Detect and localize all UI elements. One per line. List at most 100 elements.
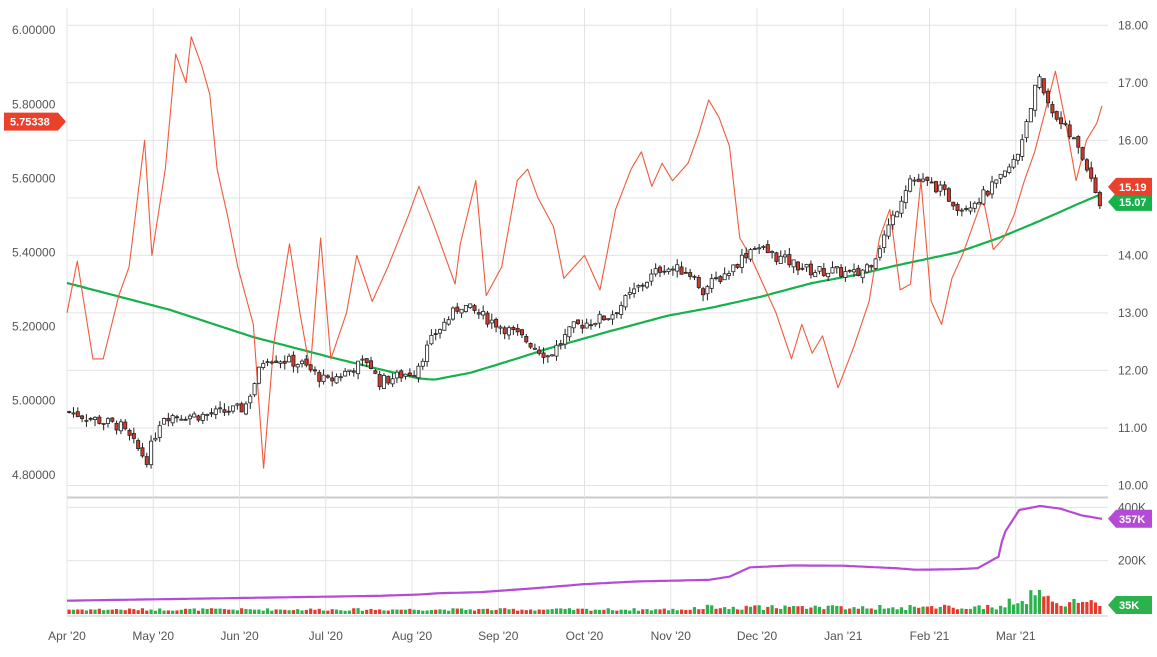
volume-bar [313, 609, 317, 614]
candle-body [778, 255, 783, 265]
candle-body [1041, 78, 1046, 94]
volume-bar [641, 609, 645, 614]
volume-bar [334, 609, 339, 614]
x-tick-label: Dec '20 [737, 629, 778, 643]
volume-bar [662, 608, 666, 614]
candle-body [325, 375, 330, 378]
candle-body [968, 207, 973, 212]
open-interest-path [66, 504, 1103, 602]
candle-body [472, 305, 477, 311]
volume-bar [1059, 605, 1063, 614]
candle-body [450, 307, 455, 320]
volume-bar [127, 608, 132, 614]
grid-lines [66, 8, 1108, 617]
volume-bar [80, 609, 84, 614]
volume-bar [912, 606, 917, 614]
volume-bar [710, 605, 714, 614]
candle-body [1093, 177, 1098, 194]
candle-body [696, 277, 701, 288]
candle-body [990, 181, 995, 195]
volume-bar [891, 607, 895, 614]
candle-body [640, 284, 645, 287]
candle-body [714, 277, 719, 280]
candle-body [1011, 158, 1016, 168]
volume-bar [447, 610, 451, 614]
volume-bar [287, 610, 291, 614]
candle-body [912, 179, 917, 182]
candle-body [140, 447, 145, 457]
candle-body [312, 369, 317, 372]
volume-bar [179, 609, 183, 614]
volume-bar [481, 608, 485, 614]
candle-body [882, 234, 887, 248]
volume-bar [619, 609, 623, 614]
volume-bar [76, 609, 80, 614]
volume-bar [455, 608, 459, 614]
candle-body [942, 184, 947, 190]
candle-body [601, 315, 606, 321]
candle-body [446, 319, 451, 325]
candle-body [433, 333, 438, 335]
candle-body [1050, 104, 1055, 114]
volume-bar [296, 609, 300, 614]
volume-bar [1085, 602, 1089, 614]
volume-bar [425, 610, 429, 614]
volume-bar [817, 606, 822, 614]
candle-body [718, 276, 723, 282]
volume-bar [416, 609, 421, 614]
candle-body [890, 214, 895, 226]
volume-bar [800, 606, 804, 614]
candle-body [438, 329, 443, 334]
ma-marker-shape [1108, 192, 1152, 211]
volume-bar [1011, 604, 1016, 614]
candle-body [852, 269, 857, 273]
volume-bar [671, 608, 675, 614]
volume-bar [330, 609, 334, 614]
candle-body [502, 327, 507, 335]
volume-bar [645, 609, 649, 614]
candle-body [645, 281, 650, 288]
volume-bar [813, 605, 817, 614]
x-tick-label: Nov '20 [651, 629, 692, 643]
volume-bar [835, 605, 839, 614]
candle-body [416, 365, 421, 379]
candle-body [213, 408, 218, 415]
volume-bar [136, 610, 140, 614]
volume-bar [1007, 598, 1011, 614]
volume-bar [352, 608, 356, 614]
y-left-tick-label: 5.20000 [12, 320, 56, 334]
volume-bar [408, 608, 412, 614]
volume-bar [244, 609, 248, 614]
volume-bar [886, 608, 891, 614]
candle-body [196, 415, 201, 421]
volume-bar [114, 609, 119, 614]
volume-bar [205, 609, 209, 614]
candle-body [757, 247, 762, 250]
volume-bar [723, 607, 727, 614]
x-tick-label: Oct '20 [566, 629, 604, 643]
volume-bar [770, 605, 774, 614]
volume-bar [533, 610, 537, 614]
volume-bar [955, 609, 960, 614]
volume-bar [132, 609, 136, 614]
candle-body [653, 268, 658, 275]
x-tick-label: Apr '20 [48, 629, 86, 643]
volume-bar [97, 608, 101, 614]
volume-bar [528, 609, 533, 614]
candle-body [162, 418, 167, 425]
candle-body [209, 412, 214, 415]
volume-bar [882, 608, 886, 614]
candle-body [511, 327, 516, 330]
candle-body [394, 371, 399, 379]
y-left-tick-label: 5.40000 [12, 246, 56, 260]
candle-body [925, 176, 930, 181]
candle-body [739, 254, 744, 268]
volume-bar [140, 608, 145, 614]
candle-body [136, 440, 141, 450]
volume-bar [917, 607, 921, 614]
volume-bar [852, 607, 856, 614]
volume-bar [981, 608, 986, 614]
candle-body [123, 421, 128, 430]
candle-body [972, 202, 977, 209]
